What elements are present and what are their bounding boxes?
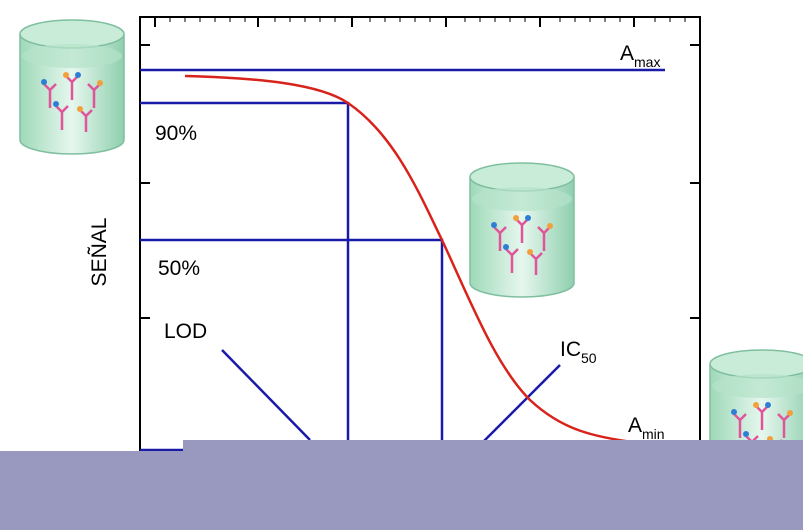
ic50-label: IC50 [560, 338, 597, 366]
overlay-band [183, 440, 803, 452]
dose-response-curve [184, 74, 651, 446]
a-min-label: Amin [628, 414, 665, 442]
lod-label: LOD [164, 320, 207, 343]
axis-ticks [140, 17, 700, 319]
overlay-band [0, 451, 803, 530]
beaker-icon [18, 18, 126, 156]
plot-frame [139, 16, 701, 460]
y-axis-label: SEÑAL [87, 218, 111, 287]
percent-50-label: 50% [158, 257, 200, 280]
reference-lines [140, 68, 665, 460]
a-max-label: Amax [620, 42, 660, 70]
percent-90-label: 90% [155, 122, 197, 145]
beaker-icon [468, 161, 576, 299]
